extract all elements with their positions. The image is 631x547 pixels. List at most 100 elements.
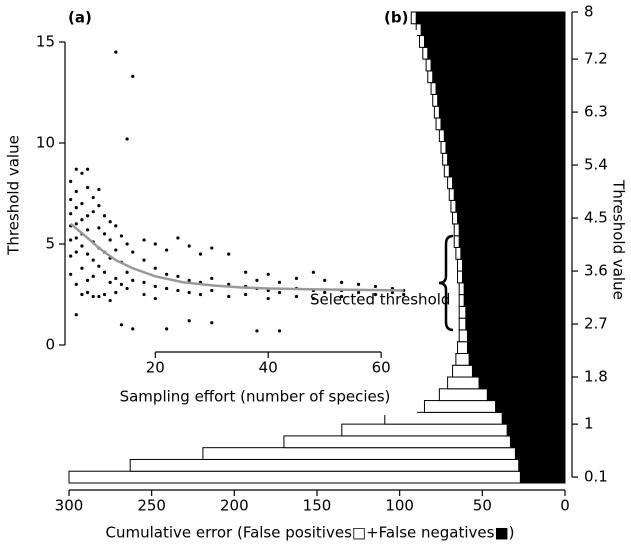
point bbox=[176, 274, 180, 278]
point bbox=[114, 248, 118, 252]
point bbox=[187, 278, 191, 282]
point bbox=[142, 238, 146, 242]
point bbox=[119, 323, 124, 327]
point bbox=[80, 218, 84, 222]
bar bbox=[495, 400, 566, 413]
bar bbox=[461, 270, 566, 284]
point bbox=[373, 284, 378, 289]
point bbox=[69, 272, 73, 276]
point bbox=[114, 276, 118, 280]
point bbox=[74, 250, 78, 254]
bar bbox=[460, 247, 566, 260]
point bbox=[69, 212, 73, 216]
y-tick-label: 1 bbox=[584, 415, 594, 433]
bar bbox=[457, 341, 468, 354]
bar bbox=[453, 188, 566, 201]
point bbox=[165, 272, 169, 276]
x-tick-label: 0 bbox=[560, 497, 570, 515]
bar bbox=[458, 317, 467, 331]
x-tick-label: 50 bbox=[473, 497, 492, 515]
y-axis-label: Threshold value bbox=[5, 135, 23, 256]
point bbox=[97, 264, 101, 268]
bar bbox=[435, 117, 442, 131]
bar bbox=[457, 258, 463, 272]
point bbox=[74, 282, 78, 286]
panel-background bbox=[61, 30, 417, 415]
point bbox=[227, 282, 231, 286]
y-tick-label: 5 bbox=[45, 235, 55, 253]
point bbox=[277, 280, 282, 284]
bar bbox=[341, 423, 508, 437]
bar bbox=[501, 411, 566, 425]
point bbox=[125, 286, 129, 291]
point bbox=[97, 187, 101, 192]
bar bbox=[438, 129, 445, 143]
bar bbox=[437, 93, 566, 107]
y-tick-label: 7.2 bbox=[584, 50, 608, 68]
point bbox=[114, 224, 118, 228]
point bbox=[323, 290, 327, 295]
bar bbox=[447, 152, 566, 166]
point bbox=[198, 252, 203, 256]
point bbox=[74, 206, 78, 210]
point bbox=[142, 258, 146, 262]
point bbox=[74, 236, 78, 240]
bar bbox=[435, 82, 566, 95]
x-tick-label: 20 bbox=[146, 359, 165, 377]
point bbox=[142, 292, 146, 297]
bar bbox=[478, 376, 566, 390]
point bbox=[373, 292, 378, 297]
bar bbox=[447, 176, 454, 190]
point bbox=[125, 137, 129, 141]
point bbox=[91, 294, 95, 299]
y-tick-label: 10 bbox=[36, 134, 55, 152]
point bbox=[85, 278, 90, 282]
point bbox=[119, 282, 124, 286]
point bbox=[187, 319, 191, 323]
point bbox=[74, 313, 78, 317]
bar bbox=[423, 400, 497, 413]
y-axis-label: Threshold value bbox=[610, 179, 628, 300]
point bbox=[74, 222, 78, 226]
point bbox=[294, 294, 299, 299]
point bbox=[153, 296, 157, 301]
y-tick-label: 0 bbox=[45, 336, 55, 354]
point bbox=[91, 195, 95, 200]
point bbox=[80, 244, 84, 248]
y-tick-label: 2.7 bbox=[584, 315, 608, 333]
point bbox=[85, 185, 90, 190]
point bbox=[97, 294, 101, 299]
bar bbox=[458, 294, 465, 307]
point bbox=[69, 238, 73, 242]
point bbox=[165, 248, 169, 252]
point bbox=[80, 171, 84, 175]
bar bbox=[509, 435, 566, 449]
point bbox=[108, 280, 112, 284]
bar bbox=[452, 211, 459, 225]
x-tick-label: 150 bbox=[303, 497, 332, 515]
point bbox=[311, 296, 315, 301]
point bbox=[108, 238, 112, 242]
bar bbox=[468, 352, 566, 366]
point bbox=[119, 234, 124, 238]
bar bbox=[461, 258, 566, 272]
y-tick-label: 6.3 bbox=[584, 103, 608, 121]
bar bbox=[440, 141, 447, 154]
bar bbox=[433, 105, 440, 119]
bar bbox=[445, 141, 566, 154]
y-tick-label: 15 bbox=[36, 33, 55, 51]
y-tick-label: 4.5 bbox=[584, 209, 608, 227]
point bbox=[85, 290, 90, 295]
x-tick-label: 40 bbox=[259, 359, 278, 377]
point bbox=[97, 204, 101, 208]
bar bbox=[452, 364, 473, 378]
bar bbox=[453, 223, 460, 237]
point bbox=[277, 290, 282, 295]
point bbox=[323, 278, 327, 282]
point bbox=[210, 288, 214, 293]
point bbox=[210, 276, 214, 280]
bar bbox=[427, 70, 434, 84]
x-tick-label: 250 bbox=[137, 497, 166, 515]
point bbox=[165, 286, 169, 291]
